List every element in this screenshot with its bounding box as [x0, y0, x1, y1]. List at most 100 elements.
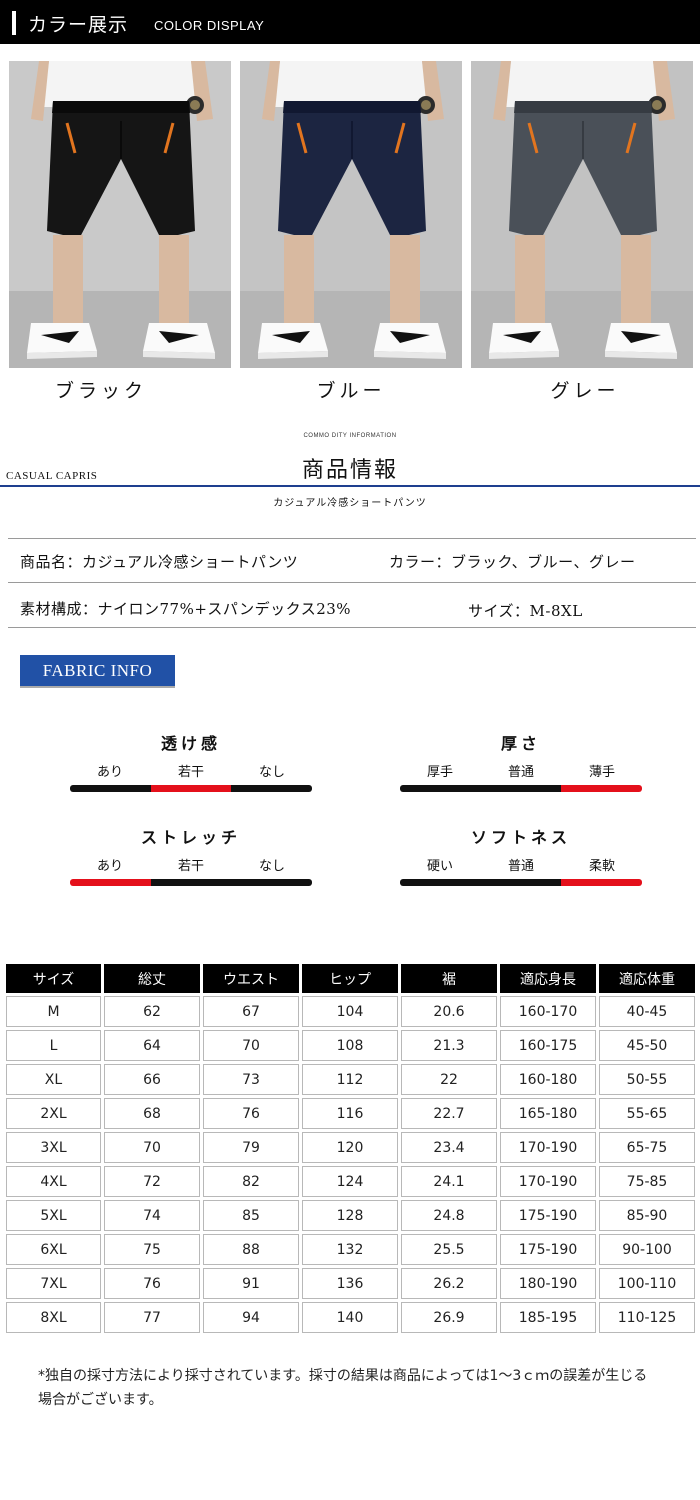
scale-bar: [70, 879, 312, 886]
table-cell: 175-190: [500, 1200, 596, 1231]
table-cell: 68: [104, 1098, 200, 1129]
table-cell: 26.9: [401, 1302, 497, 1333]
table-cell: 120: [302, 1132, 398, 1163]
scale-label: 普通: [507, 765, 534, 780]
header-title-jp: カラー展示: [28, 14, 129, 36]
product-photo-grey: [471, 61, 693, 368]
table-row: 2XL 68 76 116 22.7 165-180 55-65: [6, 1098, 695, 1129]
scale-label: 柔軟: [588, 859, 615, 874]
scale-segment-active: [150, 785, 232, 792]
scale-bar: [400, 879, 642, 886]
table-row: L 64 70 108 21.3 160-175 45-50: [6, 1030, 695, 1061]
table-cell: 128: [302, 1200, 398, 1231]
scale-title: 透け感: [160, 734, 221, 753]
table-cell: 20.6: [401, 996, 497, 1027]
scale-segment-active: [70, 879, 151, 886]
table-cell: 73: [203, 1064, 299, 1095]
scale-label: なし: [258, 765, 285, 780]
scale-title: ソフトネス: [470, 828, 571, 847]
table-cell: 116: [302, 1098, 398, 1129]
table-row: 8XL 77 94 140 26.9 185-195 110-125: [6, 1302, 695, 1333]
product-name: 商品名：カジュアル冷感ショートパンツ: [20, 553, 299, 571]
table-row: M 62 67 104 20.6 160-170 40-45: [6, 996, 695, 1027]
table-cell: 22.7: [401, 1098, 497, 1129]
color-label-blue: ブルー: [316, 380, 386, 402]
table-cell: 24.1: [401, 1166, 497, 1197]
table-cell: 100-110: [599, 1268, 695, 1299]
size-table-header-cell: 適応身長: [500, 964, 596, 993]
table-cell: 7XL: [6, 1268, 101, 1299]
scale-segment-active: [561, 879, 642, 886]
product-info-subtitle: カジュアル冷感ショートパンツ: [273, 498, 427, 509]
scale-labels: 厚手 普通 薄手: [400, 761, 642, 780]
color-label-black: ブラック: [54, 380, 147, 402]
table-cell: 66: [104, 1064, 200, 1095]
scale-label: 若干: [177, 765, 204, 780]
table-cell: 75-85: [599, 1166, 695, 1197]
scale-label: 硬い: [426, 859, 453, 874]
header-title-en: COLOR DISPLAY: [154, 18, 265, 33]
table-cell: 70: [203, 1030, 299, 1061]
table-cell: 82: [203, 1166, 299, 1197]
table-cell: 45-50: [599, 1030, 695, 1061]
table-cell: XL: [6, 1064, 101, 1095]
scale-segment: [400, 785, 481, 792]
table-row: 4XL 72 82 124 24.1 170-190 75-85: [6, 1166, 695, 1197]
scale-label: 厚手: [426, 765, 453, 780]
table-row: 3XL 70 79 120 23.4 170-190 65-75: [6, 1132, 695, 1163]
table-cell: 5XL: [6, 1200, 101, 1231]
table-cell: 170-190: [500, 1132, 596, 1163]
table-cell: 76: [104, 1268, 200, 1299]
measurement-note: *独自の採寸方法により採寸されています。採寸の結果は商品によっては1〜3ｃｍの誤…: [38, 1368, 648, 1408]
table-cell: 170-190: [500, 1166, 596, 1197]
fabric-info-badge: FABRIC INFO: [20, 655, 175, 686]
table-cell: 91: [203, 1268, 299, 1299]
table-cell: 180-190: [500, 1268, 596, 1299]
size-table-header-cell: 適応体重: [599, 964, 695, 993]
table-cell: 124: [302, 1166, 398, 1197]
table-cell: 6XL: [6, 1234, 101, 1265]
table-cell: 136: [302, 1268, 398, 1299]
product-photo-blue: [240, 61, 462, 368]
size-table: サイズ 総丈 ウエスト ヒップ裾適応身長 適応体重 M 62 67 104 20.6 160-17…: [3, 961, 698, 1336]
scale-segment: [70, 785, 151, 792]
table-cell: 23.4: [401, 1132, 497, 1163]
info-rule-bottom: [8, 627, 696, 628]
table-cell: 85-90: [599, 1200, 695, 1231]
table-cell: 94: [203, 1302, 299, 1333]
table-cell: 4XL: [6, 1166, 101, 1197]
size-table-body: M 62 67 104 20.6 160-170 40-45 L 64 70 108 21.3 160-…: [6, 996, 695, 1333]
table-cell: 77: [104, 1302, 200, 1333]
table-cell: 2XL: [6, 1098, 101, 1129]
size-table-header-cell: サイズ: [6, 964, 101, 993]
table-cell: 65-75: [599, 1132, 695, 1163]
info-rule-middle: [8, 582, 696, 583]
table-cell: 79: [203, 1132, 299, 1163]
table-cell: 67: [203, 996, 299, 1027]
table-cell: 50-55: [599, 1064, 695, 1095]
product-size-range: サイズ：M-8XL: [468, 602, 583, 620]
table-cell: 55-65: [599, 1098, 695, 1129]
table-cell: 110-125: [599, 1302, 695, 1333]
scale-label: あり: [96, 859, 123, 874]
scale-bar: [70, 785, 312, 792]
table-cell: 3XL: [6, 1132, 101, 1163]
scale-segment: [480, 785, 562, 792]
size-table-header-cell: ウエスト: [203, 964, 299, 993]
table-cell: 76: [203, 1098, 299, 1129]
table-cell: 21.3: [401, 1030, 497, 1061]
size-table-header-cell: ヒップ: [302, 964, 398, 993]
table-cell: 160-180: [500, 1064, 596, 1095]
scale-labels: 硬い 普通 柔軟: [400, 855, 642, 874]
scale-label: あり: [96, 765, 123, 780]
table-cell: 40-45: [599, 996, 695, 1027]
table-cell: 8XL: [6, 1302, 101, 1333]
product-info-title: 商品情報: [301, 458, 398, 483]
scale-segment: [480, 879, 562, 886]
size-table-header-cell: 総丈: [104, 964, 200, 993]
table-cell: 108: [302, 1030, 398, 1061]
table-cell: 132: [302, 1234, 398, 1265]
product-info-small-heading: COMMO DITY INFORMATION: [303, 433, 397, 439]
header-accent-bar: [12, 11, 16, 35]
product-material: 素材構成：ナイロン77%+スパンデックス23%: [20, 600, 352, 618]
